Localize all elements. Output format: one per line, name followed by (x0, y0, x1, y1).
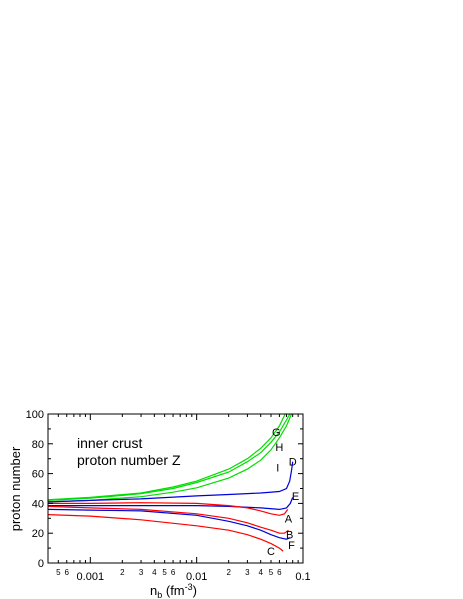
y-axis-title: proton number (8, 446, 23, 531)
annotation-proton-number: proton number Z (77, 452, 181, 468)
x-minor-tick-label: 6 (277, 568, 282, 577)
x-minor-tick-label: 6 (171, 568, 176, 577)
curve-label-h: H (275, 442, 283, 454)
curve-label-e: E (292, 491, 299, 503)
series-line-c (48, 514, 284, 552)
y-tick-label: 40 (32, 498, 44, 510)
x-minor-tick-label: 2 (120, 568, 125, 577)
x-minor-tick-label: 5 (56, 568, 61, 577)
curve-label-c: C (267, 546, 275, 558)
x-axis-title-close: ) (193, 583, 197, 598)
x-minor-tick-label: 3 (245, 568, 250, 577)
annotation-inner-crust: inner crust (77, 435, 142, 451)
x-axis-title: nb (fm-3) (150, 582, 197, 599)
y-tick-label: 20 (32, 528, 44, 540)
y-axis-ticks: 0 20 40 60 80 100 (26, 409, 303, 570)
y-tick-label: 0 (38, 558, 44, 570)
curve-label-i: I (276, 463, 279, 475)
x-minor-tick-label: 4 (152, 568, 157, 577)
curve-label-a: A (285, 513, 293, 525)
series-line-b (48, 505, 289, 534)
series-line-i (48, 414, 293, 503)
x-minor-tick-label: 5 (162, 568, 167, 577)
x-minor-tick-label: 6 (64, 568, 69, 577)
y-tick-label: 60 (32, 469, 44, 481)
x-tick-label: 0.01 (186, 571, 207, 583)
y-tick-label: 80 (32, 439, 44, 451)
series-lines (48, 414, 294, 552)
x-minor-tick-label: 2 (226, 568, 231, 577)
x-axis-title-subscript: b (157, 590, 162, 599)
x-minor-tick-label: 3 (139, 568, 144, 577)
x-axis-title-unit: (fm (162, 583, 184, 598)
series-line-d (48, 461, 294, 503)
x-minor-tick-label: 4 (258, 568, 263, 577)
x-minor-tick-label: 5 (269, 568, 274, 577)
x-axis-title-exponent: -3 (185, 582, 193, 592)
series-line-f (48, 508, 291, 540)
curve-label-d: D (289, 457, 297, 469)
x-axis-ticks: 0.001 0.01 0.15 6 2 3 4 5 6 2 3 4 5 6 (47, 414, 311, 583)
x-tick-label: 0.001 (77, 571, 105, 583)
x-tick-label: 0.1 (295, 571, 310, 583)
y-tick-label: 100 (26, 409, 44, 421)
curve-label-g: G (272, 427, 281, 439)
curve-label-b: B (286, 530, 293, 542)
series-line-g (48, 414, 286, 501)
curve-label-f: F (288, 540, 295, 552)
series-line-h (48, 414, 291, 501)
x-axis-title-main: n (150, 583, 157, 598)
series-line-a (48, 502, 289, 516)
